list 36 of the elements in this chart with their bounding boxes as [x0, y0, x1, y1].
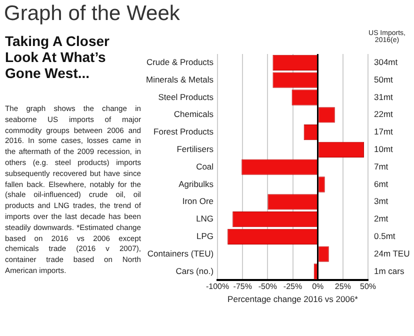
- y-tick-label: Minerals & Metals: [146, 74, 214, 84]
- text: 0.5mt: [374, 231, 396, 242]
- y-tick-label: Crude & Products: [146, 57, 214, 68]
- y-tick-label: Fertilisers: [176, 144, 214, 154]
- text: 304mt: [374, 57, 398, 68]
- x-tick-label: 0%: [312, 282, 324, 292]
- x-tick-label: -100%: [206, 282, 230, 292]
- x-tick-label: 25%: [334, 282, 351, 292]
- text: 7mt: [374, 161, 389, 172]
- text: 22mt: [374, 109, 394, 120]
- y-tick-label: LNG: [196, 214, 214, 224]
- text: Taking A Closer Look At What’s Gone West...: [5, 33, 111, 81]
- text: 10mt: [374, 144, 394, 154]
- y-tick-label: Chemicals: [174, 109, 214, 120]
- y-tick-label: Cars (no.): [176, 266, 214, 276]
- y-tick-label: Coal: [196, 161, 214, 172]
- chart-title: Graph of the Week: [4, 2, 180, 26]
- text: 2mt: [374, 214, 389, 224]
- x-tick-label: -50%: [258, 282, 278, 292]
- text: 6mt: [374, 178, 389, 189]
- x-tick-label: -75%: [233, 282, 252, 292]
- text: 3mt: [374, 196, 389, 206]
- y-tick-label: LPG: [196, 231, 214, 242]
- text: 50mt: [374, 74, 394, 84]
- y-tick-label: Agribulks: [178, 178, 214, 189]
- text: 1m cars: [374, 266, 404, 276]
- text: 17mt: [374, 126, 394, 137]
- y-tick-label: Containers (TEU): [147, 248, 214, 258]
- text: 24m TEU: [374, 248, 410, 258]
- text: 31mt: [374, 92, 394, 102]
- y-tick-label: Steel Products: [158, 92, 214, 102]
- y-tick-label: Iron Ore: [182, 196, 214, 206]
- x-tick-label: 50%: [360, 282, 376, 292]
- x-axis-title: Percentage change 2016 vs 2006*: [228, 294, 359, 304]
- x-tick-label: -25%: [283, 282, 302, 292]
- y-tick-label: Forest Products: [154, 126, 214, 137]
